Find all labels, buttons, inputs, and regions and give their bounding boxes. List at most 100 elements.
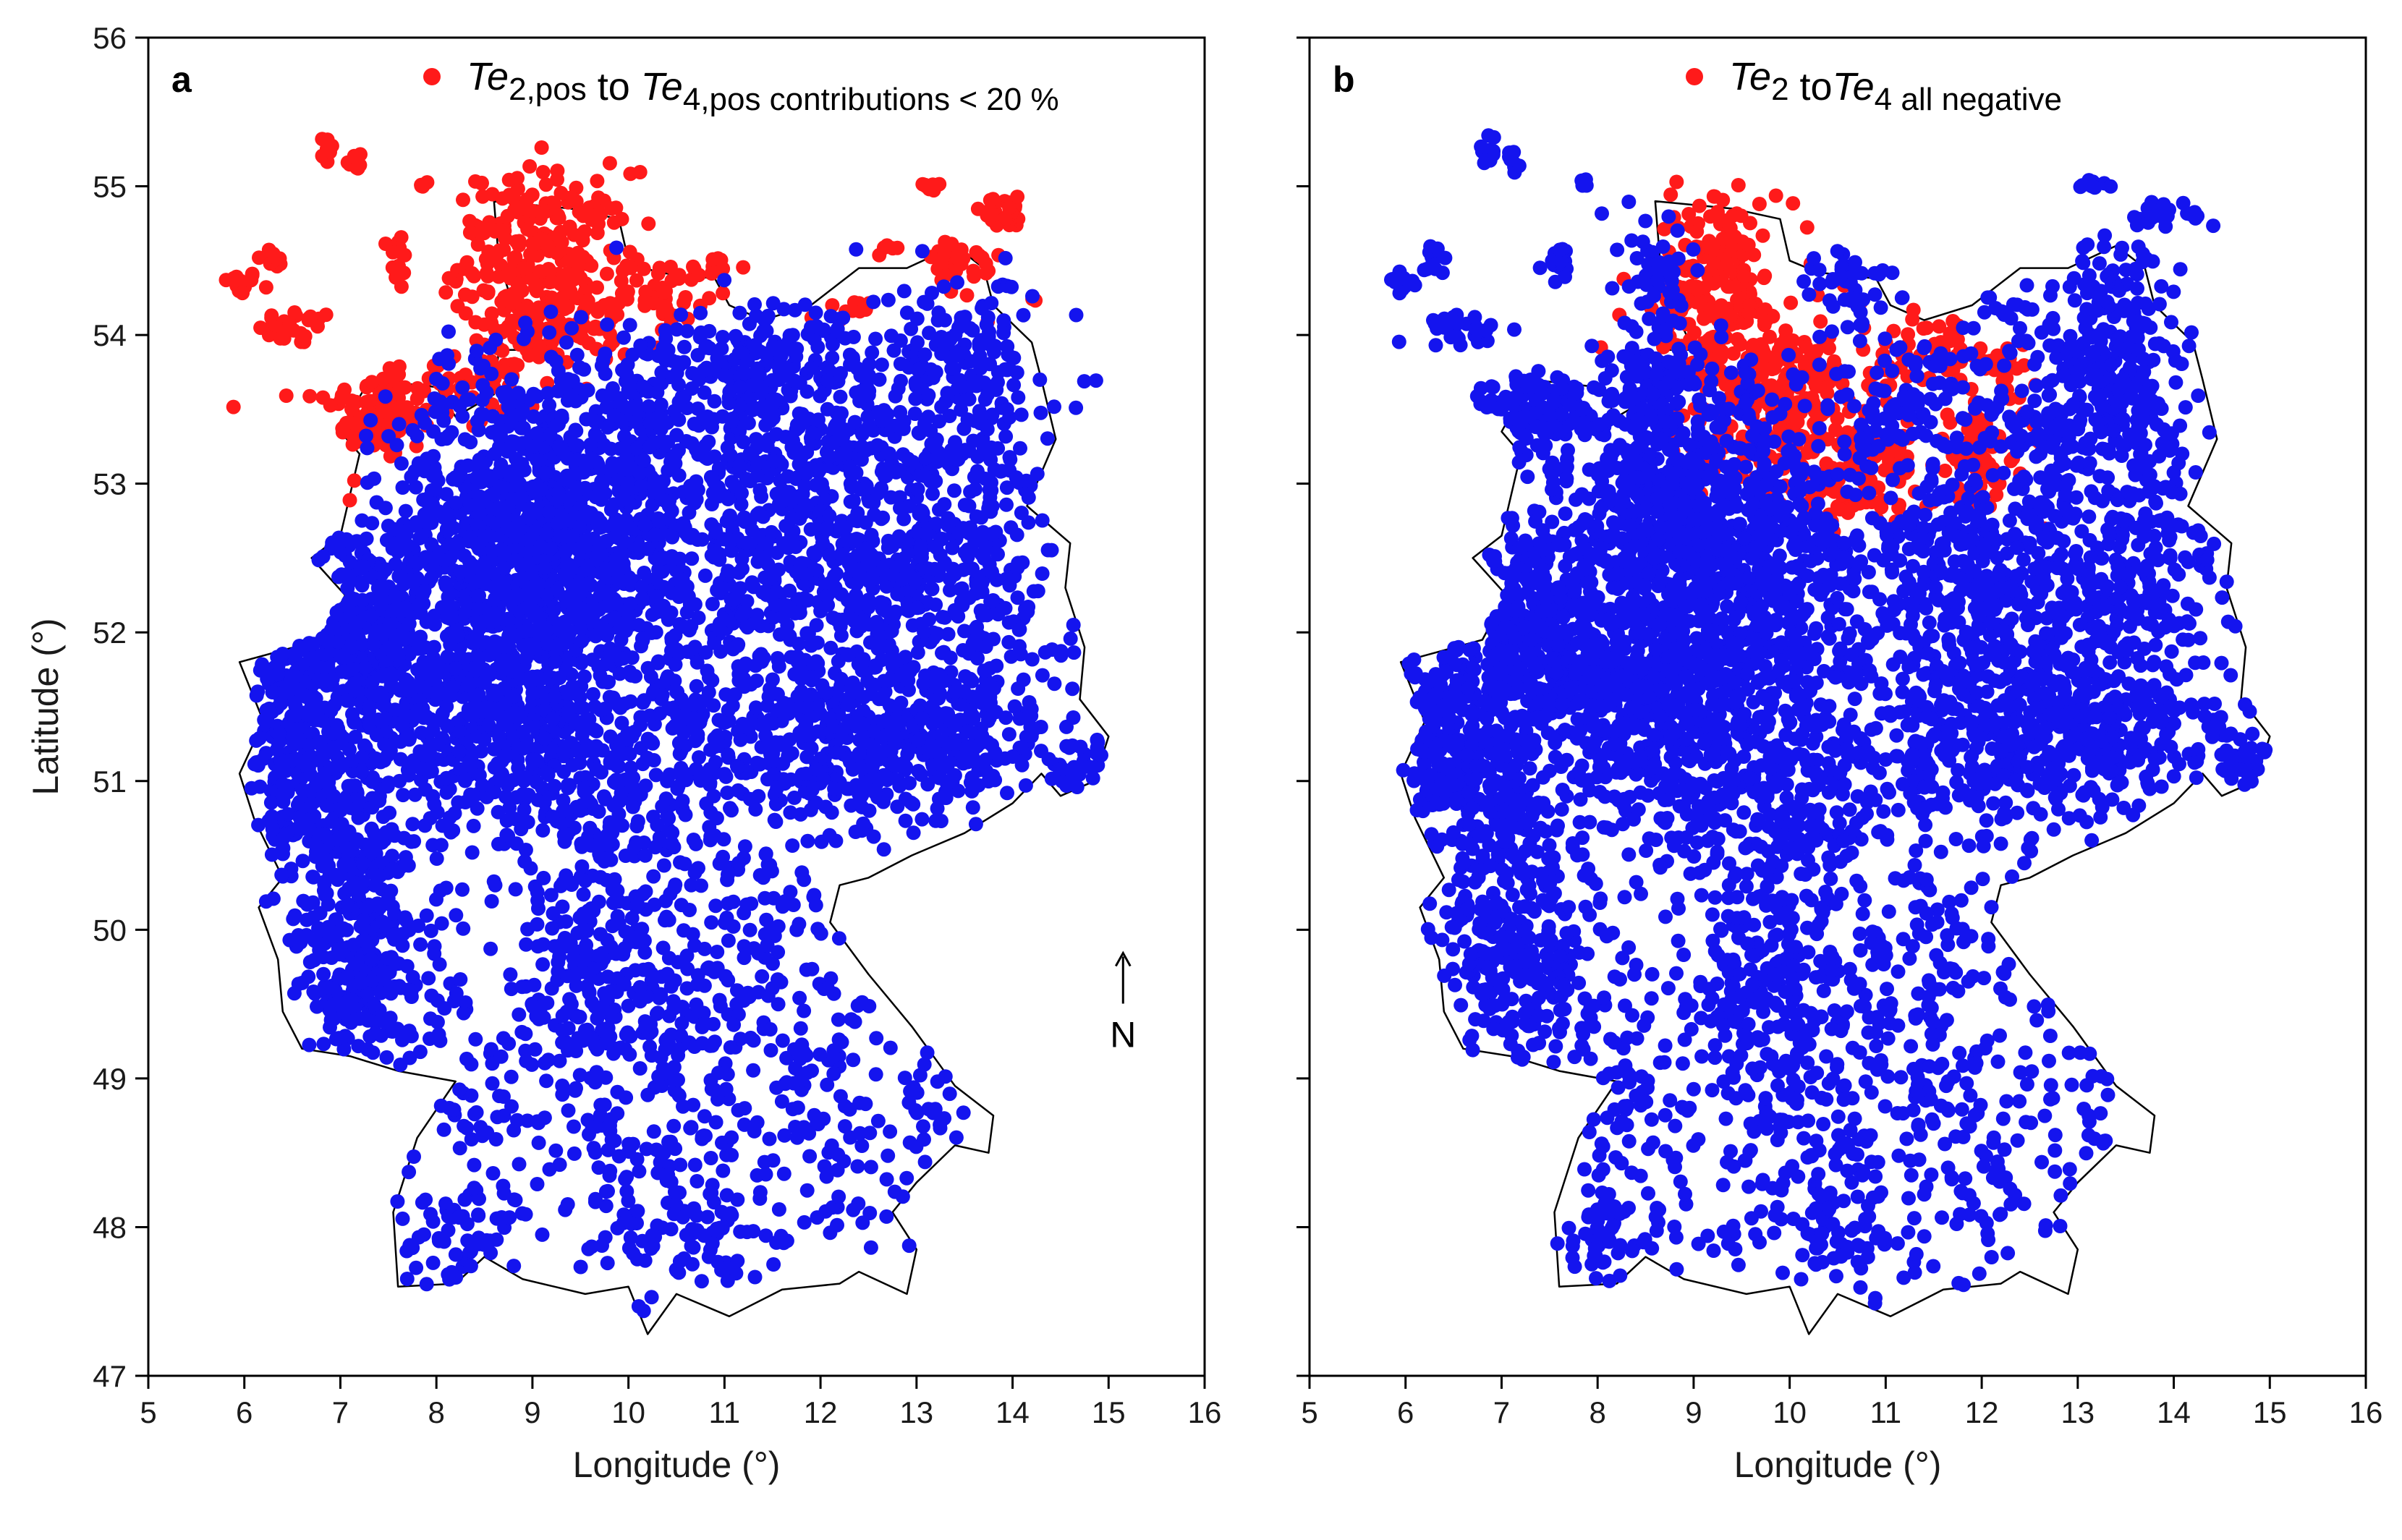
- data-point: [737, 675, 752, 690]
- data-point: [440, 649, 455, 664]
- data-point: [449, 908, 464, 923]
- data-point: [589, 762, 604, 777]
- data-point: [496, 561, 512, 576]
- data-point: [1035, 566, 1050, 581]
- data-point: [339, 858, 355, 873]
- data-point: [631, 618, 646, 633]
- data-point: [983, 192, 998, 208]
- data-point: [485, 409, 500, 424]
- data-point: [386, 680, 401, 695]
- data-point: [573, 803, 588, 818]
- data-point: [334, 388, 349, 403]
- data-point: [600, 317, 615, 332]
- data-point: [527, 608, 542, 624]
- data-point: [591, 804, 606, 819]
- data-point: [943, 713, 958, 728]
- data-point: [569, 180, 584, 195]
- data-point: [678, 807, 693, 822]
- data-point: [535, 822, 551, 838]
- data-point: [272, 734, 287, 749]
- data-point: [515, 402, 530, 417]
- data-point: [689, 678, 704, 694]
- data-point: [412, 459, 428, 475]
- data-point: [506, 773, 521, 788]
- data-point: [365, 375, 379, 390]
- data-point: [606, 798, 621, 813]
- data-point: [474, 475, 489, 490]
- data-point: [670, 781, 685, 796]
- data-point: [323, 673, 338, 689]
- data-point: [441, 324, 456, 339]
- data-point: [708, 898, 723, 914]
- data-point: [984, 475, 998, 490]
- data-point: [559, 828, 574, 843]
- data-point: [834, 723, 849, 738]
- data-point: [419, 709, 434, 724]
- data-point: [253, 320, 268, 336]
- data-point: [469, 344, 484, 359]
- data-point: [517, 260, 532, 276]
- data-point: [392, 244, 407, 260]
- data-point: [522, 159, 538, 174]
- data-point: [975, 576, 990, 591]
- data-point: [565, 757, 580, 773]
- data-point: [266, 247, 281, 261]
- data-point: [793, 807, 808, 822]
- data-point: [401, 858, 416, 873]
- data-point: [346, 937, 361, 953]
- data-point: [516, 331, 531, 346]
- data-point: [365, 774, 380, 789]
- data-point: [385, 541, 400, 556]
- data-point: [264, 847, 279, 862]
- data-point: [998, 600, 1013, 616]
- data-point: [867, 618, 883, 632]
- data-point: [825, 350, 840, 365]
- data-point: [703, 775, 718, 791]
- data-point: [478, 699, 493, 715]
- data-point: [552, 671, 567, 686]
- data-point: [289, 722, 304, 737]
- data-point: [515, 741, 530, 756]
- data-point: [279, 388, 294, 403]
- data-point: [652, 260, 667, 276]
- data-point: [929, 540, 944, 556]
- data-point: [471, 687, 486, 702]
- data-point: [479, 265, 494, 281]
- data-point: [752, 649, 767, 663]
- data-point: [656, 858, 671, 873]
- data-point: [355, 856, 370, 871]
- data-point: [774, 737, 789, 752]
- data-point: [323, 398, 338, 413]
- data-point: [326, 726, 341, 741]
- data-point: [933, 814, 949, 828]
- data-point: [688, 723, 703, 738]
- data-point: [949, 605, 964, 621]
- data-point: [1069, 400, 1084, 415]
- data-point: [547, 689, 562, 705]
- data-point: [706, 698, 721, 713]
- data-point: [369, 728, 384, 743]
- data-point: [833, 547, 849, 562]
- data-point: [283, 753, 298, 768]
- data-point: [603, 755, 618, 770]
- data-point: [912, 543, 928, 558]
- data-point: [998, 429, 1014, 444]
- data-point: [495, 191, 510, 206]
- data-point: [388, 702, 403, 718]
- data-point: [943, 582, 957, 597]
- data-point: [809, 618, 824, 633]
- data-point: [982, 710, 997, 726]
- data-point: [802, 786, 817, 801]
- data-point: [1032, 372, 1048, 387]
- data-point: [227, 273, 242, 288]
- data-point: [510, 276, 525, 292]
- data-point: [854, 799, 870, 814]
- data-point: [608, 200, 624, 216]
- data-point: [433, 838, 449, 853]
- data-point: [462, 225, 478, 240]
- data-point: [475, 614, 491, 629]
- data-point: [360, 441, 375, 456]
- data-point: [562, 624, 577, 639]
- data-point: [463, 787, 478, 802]
- data-point: [909, 600, 925, 616]
